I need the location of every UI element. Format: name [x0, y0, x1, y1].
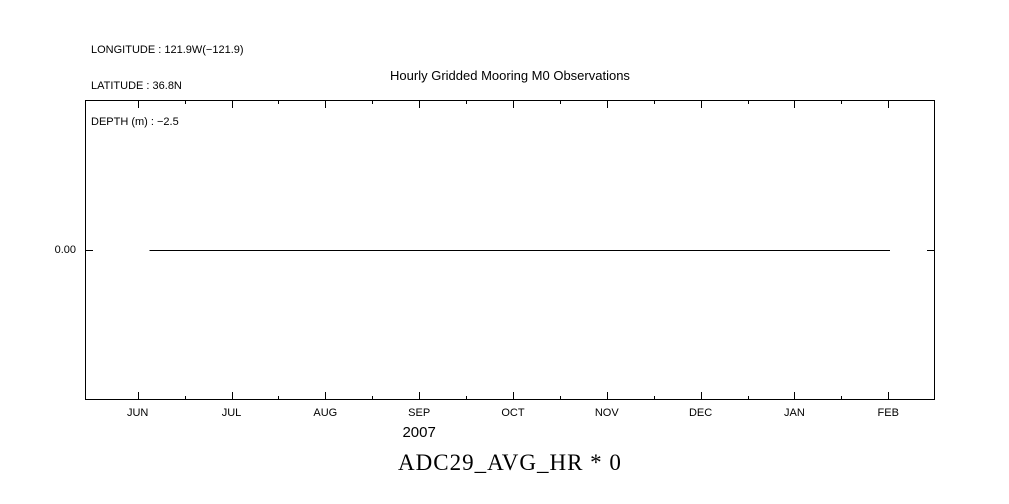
x-tick-label: JUL [221, 407, 242, 419]
x-tick-label: AUG [313, 407, 338, 419]
metadata-longitude: LONGITUDE : 121.9W(−121.9) [91, 44, 244, 56]
x-axis-tick-labels: JUN JUL AUG SEP OCT NOV DEC JAN FEB [85, 407, 935, 421]
variable-expression-label: ADC29_AVG_HR * 0 [398, 450, 622, 475]
x-axis-year-label: 2007 [402, 424, 436, 441]
x-tick-label: SEP [408, 407, 431, 419]
x-tick-label: FEB [877, 407, 899, 419]
station-metadata: LONGITUDE : 121.9W(−121.9) LATITUDE : 36… [91, 20, 244, 152]
x-tick-label: JUN [126, 407, 149, 419]
metadata-latitude: LATITUDE : 36.8N [91, 80, 182, 92]
x-tick-label: NOV [594, 407, 619, 419]
x-tick-label: DEC [688, 407, 713, 419]
plot-area [85, 100, 935, 400]
x-tick-label: OCT [501, 407, 525, 419]
metadata-depth: DEPTH (m) : −2.5 [91, 116, 179, 128]
chart-title: Hourly Gridded Mooring M0 Observations [390, 68, 630, 83]
y-axis-tick-label: 0.00 [54, 244, 76, 256]
x-tick-label: JAN [784, 407, 805, 419]
